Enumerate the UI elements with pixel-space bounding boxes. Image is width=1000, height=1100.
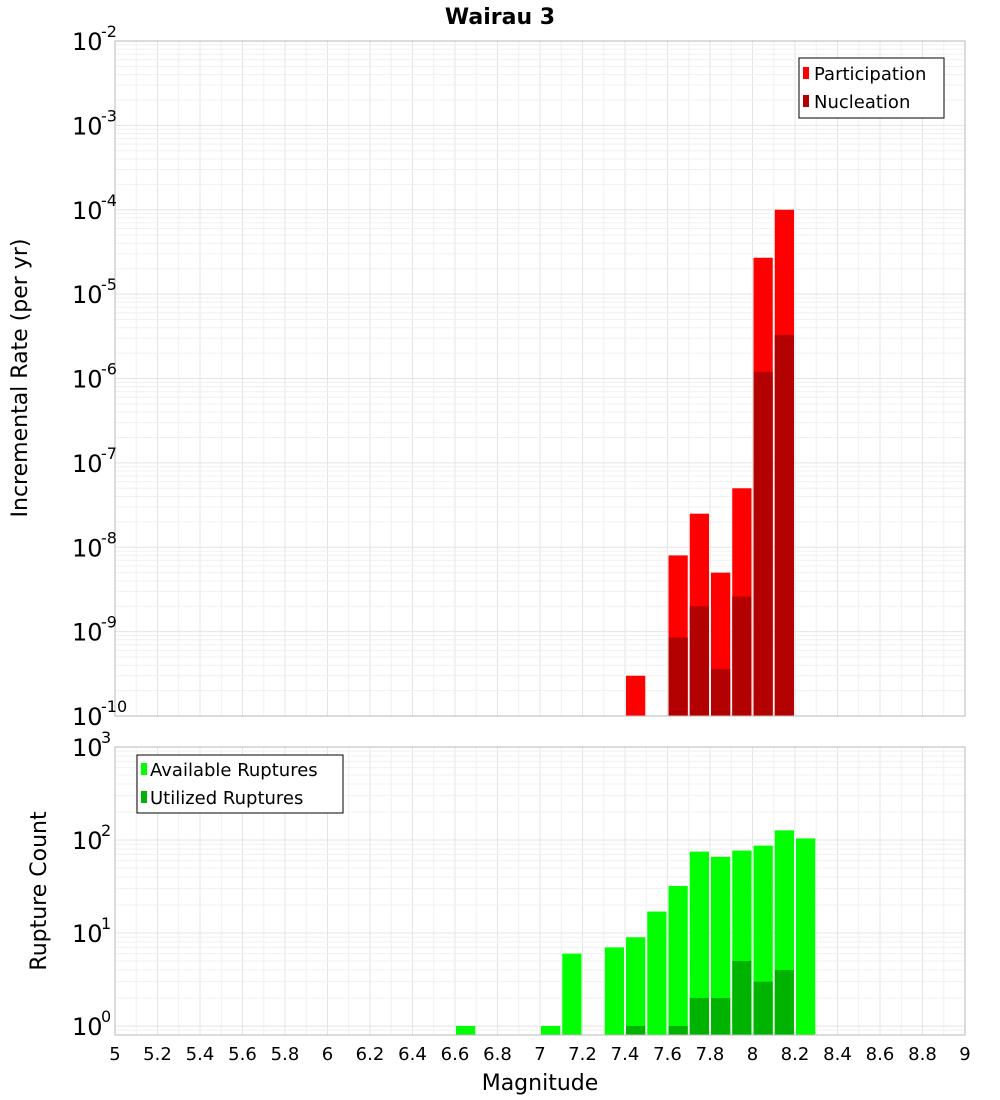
- bar-nucleation: [753, 371, 773, 716]
- x-tick-label: 6.4: [398, 1044, 427, 1065]
- legend-label-utilized-ruptures: Utilized Ruptures: [150, 788, 303, 809]
- bottom-plot-bars: [456, 830, 816, 1035]
- legend-label-participation: Participation: [814, 64, 926, 85]
- y-tick-label: 10: [72, 734, 103, 762]
- bottom-y-axis-label: Rupture Count: [27, 811, 52, 971]
- bar-available-ruptures: [711, 856, 731, 1035]
- bottom-legend: Available Ruptures Utilized Ruptures: [136, 754, 344, 814]
- y-tick-label: 10: [72, 112, 103, 140]
- x-tick-labels: 5 5.2 5.4 5.6 5.8 6 6.2 6.4 6.6 6.8 7 7.2 7.4 7.6 7.8 8…: [109, 1044, 970, 1065]
- x-tick-label: 5.6: [228, 1044, 257, 1065]
- bar-available-ruptures: [689, 851, 709, 1035]
- bar-available-ruptures: [647, 911, 667, 1035]
- bar-available-ruptures: [604, 947, 624, 1035]
- y-tick-label: 10: [72, 197, 103, 225]
- bar-participation: [626, 675, 646, 716]
- bar-available-ruptures: [626, 937, 646, 1035]
- x-tick-label: 8: [747, 1044, 758, 1065]
- y-tick-label: 10: [72, 619, 103, 647]
- y-tick-label: 10: [72, 28, 103, 56]
- x-tick-label: 8.6: [866, 1044, 895, 1065]
- x-tick-label: 7.6: [653, 1044, 682, 1065]
- x-tick-label: 6.2: [356, 1044, 385, 1065]
- top-legend-box: [798, 57, 945, 119]
- bar-utilized-ruptures: [626, 1025, 646, 1035]
- y-tick-label: 10: [72, 920, 103, 948]
- y-tick-label: 10: [72, 534, 103, 562]
- bar-utilized-ruptures: [774, 969, 794, 1035]
- bar-utilized-ruptures: [732, 960, 752, 1035]
- bar-utilized-ruptures: [689, 997, 709, 1035]
- legend-swatch-nucleation: [803, 95, 809, 107]
- bottom-plot-frame: [114, 746, 966, 1036]
- bar-nucleation: [711, 669, 731, 716]
- x-tick-label: 7.8: [696, 1044, 725, 1065]
- y-tick-label: 10: [72, 366, 103, 394]
- y-tick-exponent: -7: [101, 444, 117, 463]
- x-tick-label: 9: [959, 1044, 970, 1065]
- x-tick-label: 7.2: [568, 1044, 597, 1065]
- x-tick-label: 6.8: [483, 1044, 512, 1065]
- y-tick-exponent: -10: [101, 697, 127, 716]
- legend-swatch-available-ruptures: [141, 763, 147, 775]
- legend-label-available-ruptures: Available Ruptures: [150, 760, 318, 781]
- y-tick-exponent: 1: [101, 914, 111, 933]
- bar-available-ruptures: [541, 1025, 561, 1035]
- y-tick-label: 10: [72, 1013, 103, 1041]
- x-tick-label: 8.4: [823, 1044, 852, 1065]
- bar-utilized-ruptures: [711, 997, 731, 1035]
- y-tick-exponent: 3: [101, 728, 111, 747]
- bar-nucleation: [689, 606, 709, 716]
- legend-swatch-participation: [803, 67, 809, 79]
- bar-available-ruptures: [562, 953, 582, 1035]
- x-tick-label: 8.2: [781, 1044, 810, 1065]
- y-tick-exponent: -9: [101, 613, 117, 632]
- bar-nucleation: [668, 637, 688, 716]
- bar-nucleation: [774, 334, 794, 716]
- bar-available-ruptures: [796, 838, 816, 1035]
- bar-nucleation: [732, 596, 752, 716]
- x-axis-label: Magnitude: [482, 1071, 599, 1096]
- bottom-legend-box: [136, 754, 344, 814]
- legend-swatch-utilized-ruptures: [141, 791, 147, 803]
- y-tick-label: 10: [72, 827, 103, 855]
- y-tick-label: 10: [72, 450, 103, 478]
- top-y-axis-label: Incremental Rate (per yr): [8, 239, 33, 518]
- x-tick-label: 5.4: [186, 1044, 215, 1065]
- y-tick-label: 10: [72, 703, 103, 731]
- bar-available-ruptures: [668, 886, 688, 1035]
- y-tick-label: 10: [72, 281, 103, 309]
- top-plot-grid: [114, 40, 966, 717]
- y-tick-exponent: -4: [101, 191, 117, 210]
- x-tick-label: 6.6: [441, 1044, 470, 1065]
- y-tick-exponent: -6: [101, 360, 117, 379]
- bar-utilized-ruptures: [668, 1025, 688, 1035]
- bar-utilized-ruptures: [753, 981, 773, 1035]
- chart-title: Wairau 3: [445, 5, 555, 30]
- legend-label-nucleation: Nucleation: [814, 92, 910, 113]
- y-tick-exponent: 2: [101, 821, 111, 840]
- top-plot-frame: [114, 40, 966, 717]
- x-tick-label: 5.8: [271, 1044, 300, 1065]
- x-tick-label: 7: [534, 1044, 545, 1065]
- x-tick-label: 5: [109, 1044, 120, 1065]
- y-tick-exponent: 0: [101, 1007, 111, 1026]
- top-legend: Participation Nucleation: [798, 57, 945, 119]
- bar-available-ruptures: [456, 1025, 476, 1035]
- y-tick-exponent: -2: [101, 22, 117, 41]
- x-tick-label: 6: [322, 1044, 333, 1065]
- x-tick-label: 7.4: [611, 1044, 640, 1065]
- x-tick-label: 5.2: [143, 1044, 172, 1065]
- top-plot-bars: [626, 209, 794, 716]
- y-tick-exponent: -5: [101, 275, 117, 294]
- y-tick-exponent: -8: [101, 528, 117, 547]
- y-tick-exponent: -3: [101, 106, 117, 125]
- x-tick-label: 8.8: [908, 1044, 937, 1065]
